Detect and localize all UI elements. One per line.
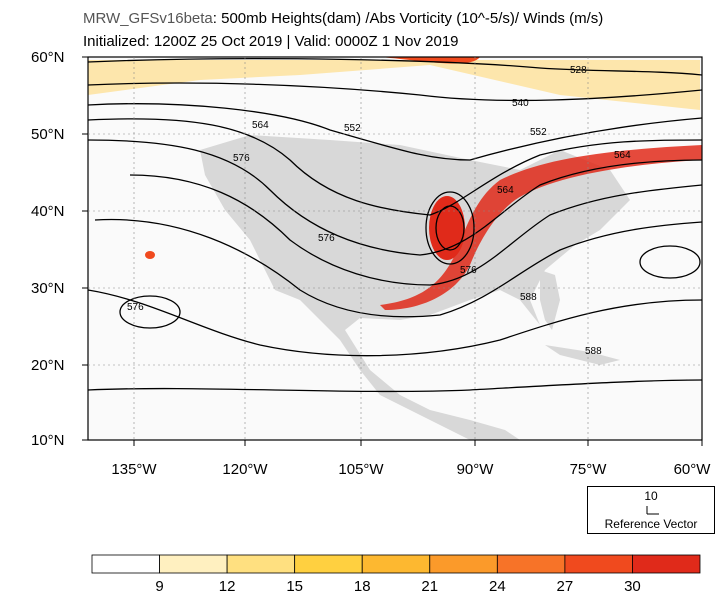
chart-subtitle: Initialized: 1200Z 25 Oct 2019 | Valid: … (83, 33, 459, 50)
colorbar-swatch (564, 554, 633, 574)
vorticity-max-north (380, 57, 480, 64)
colorbar-swatch (226, 554, 296, 574)
map-frame (87, 56, 703, 441)
chart-title: MRW_GFSv16beta: 500mb Heights(dam) /Abs … (83, 10, 603, 27)
contour-label: 588 (520, 292, 537, 303)
colorbar-level-label: 12 (218, 578, 236, 595)
field-description: : 500mb Heights(dam) /Abs Vorticity (10^… (212, 10, 604, 27)
lat-label: 20°N (31, 357, 65, 374)
contour-label: 528 (570, 65, 587, 76)
contour-label: 588 (585, 346, 602, 357)
colorbar-level-label: 27 (556, 578, 574, 595)
lon-label: 135°W (111, 461, 157, 478)
reference-vector-caption: Reference Vector (604, 517, 698, 531)
contour-label: 576 (460, 265, 477, 276)
colorbar-level-label: 9 (155, 578, 164, 595)
map-gridlines (88, 57, 702, 440)
lon-label: 60°W (673, 461, 711, 478)
lon-label: 120°W (222, 461, 268, 478)
lon-label: 105°W (338, 461, 384, 478)
lon-label: 90°W (456, 461, 494, 478)
vorticity-streak (380, 145, 702, 310)
reference-vector-box: 10 Reference Vector (587, 486, 715, 534)
lon-label: 75°W (569, 461, 607, 478)
lat-label: 30°N (31, 280, 65, 297)
wind-barb-icon (646, 506, 659, 515)
land-florida (540, 270, 560, 330)
contour-label: 564 (614, 150, 631, 161)
contour-label: 576 (127, 302, 144, 313)
lat-label: 10°N (31, 432, 65, 449)
colorbar-swatch (632, 554, 701, 574)
vorticity-spot (145, 251, 155, 259)
land-caribbean (545, 345, 620, 365)
contour-label: 540 (512, 98, 529, 109)
height-contours (88, 58, 702, 393)
lat-label: 60°N (31, 49, 65, 66)
colorbar-level-label: 24 (488, 578, 506, 595)
colorbar-swatch (91, 554, 160, 574)
contour-label: 576 (318, 233, 335, 244)
low-contours (119, 191, 701, 329)
vorticity-shading-north (88, 60, 700, 110)
colorbar-swatch (429, 554, 498, 574)
colorbar-level-label: 30 (624, 578, 641, 595)
contour-label: 552 (530, 127, 547, 138)
colorbar-swatch (496, 554, 566, 574)
land-north-america (200, 135, 630, 440)
colorbar-level-label: 18 (353, 578, 371, 595)
colorbar-level-label: 21 (421, 578, 439, 595)
contour-label: 576 (233, 153, 250, 164)
colorbar-swatch (361, 554, 431, 574)
colorbar-swatch (294, 554, 363, 574)
reference-vector-magnitude: 10 (644, 489, 658, 503)
contour-label: 564 (497, 185, 514, 196)
contour-label-group: 528 540 552 552 564 564 564 576 576 576 … (127, 65, 631, 357)
contour-label: 552 (344, 123, 361, 134)
lat-label: 50°N (31, 126, 65, 143)
axis-ticks (82, 56, 703, 446)
colorbar-level-label: 15 (286, 578, 303, 595)
lat-label: 40°N (31, 203, 65, 220)
contour-label: 564 (252, 120, 269, 131)
model-name: MRW_GFSv16beta (83, 10, 213, 27)
colorbar-swatch (159, 554, 228, 574)
